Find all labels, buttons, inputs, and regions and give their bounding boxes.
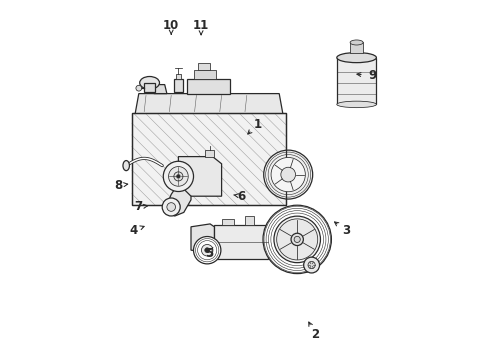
Bar [194, 70, 216, 79]
Bar [175, 74, 181, 79]
Circle shape [201, 244, 213, 256]
Circle shape [174, 172, 183, 181]
Text: 4: 4 [129, 224, 138, 237]
Bar [215, 225, 269, 259]
Polygon shape [178, 157, 221, 196]
Text: 10: 10 [163, 19, 179, 32]
Circle shape [291, 233, 303, 246]
Text: 9: 9 [368, 69, 377, 82]
Text: 7: 7 [135, 201, 143, 213]
Polygon shape [135, 94, 283, 113]
Ellipse shape [337, 101, 376, 108]
Bar [337, 58, 376, 104]
Circle shape [271, 157, 305, 192]
Bar [221, 219, 234, 225]
Bar [197, 63, 210, 70]
Ellipse shape [140, 76, 160, 89]
Circle shape [263, 205, 331, 274]
Text: 3: 3 [342, 224, 350, 237]
Circle shape [205, 248, 210, 253]
Bar [144, 83, 155, 92]
Circle shape [167, 203, 175, 211]
Ellipse shape [337, 53, 376, 63]
Circle shape [162, 198, 180, 216]
Polygon shape [191, 224, 215, 252]
Circle shape [163, 161, 194, 192]
Ellipse shape [123, 161, 129, 171]
Bar [174, 79, 183, 92]
Polygon shape [132, 113, 286, 205]
Text: 1: 1 [253, 118, 262, 131]
Text: 2: 2 [311, 328, 319, 341]
Polygon shape [168, 184, 191, 216]
Circle shape [277, 219, 318, 260]
Text: 8: 8 [114, 179, 122, 192]
Circle shape [136, 85, 142, 91]
Circle shape [176, 175, 180, 178]
Circle shape [264, 150, 313, 199]
Bar [187, 79, 230, 94]
Circle shape [274, 216, 320, 263]
Bar [205, 150, 215, 157]
Text: 5: 5 [205, 247, 213, 260]
Text: 11: 11 [193, 19, 209, 32]
Circle shape [169, 167, 188, 186]
Ellipse shape [350, 40, 363, 45]
Polygon shape [154, 85, 167, 94]
Text: 6: 6 [237, 190, 245, 203]
Circle shape [308, 261, 315, 269]
Bar [350, 42, 363, 53]
Circle shape [294, 236, 300, 243]
Circle shape [304, 257, 319, 273]
Circle shape [281, 167, 295, 182]
Bar [245, 216, 254, 225]
Circle shape [194, 237, 221, 264]
